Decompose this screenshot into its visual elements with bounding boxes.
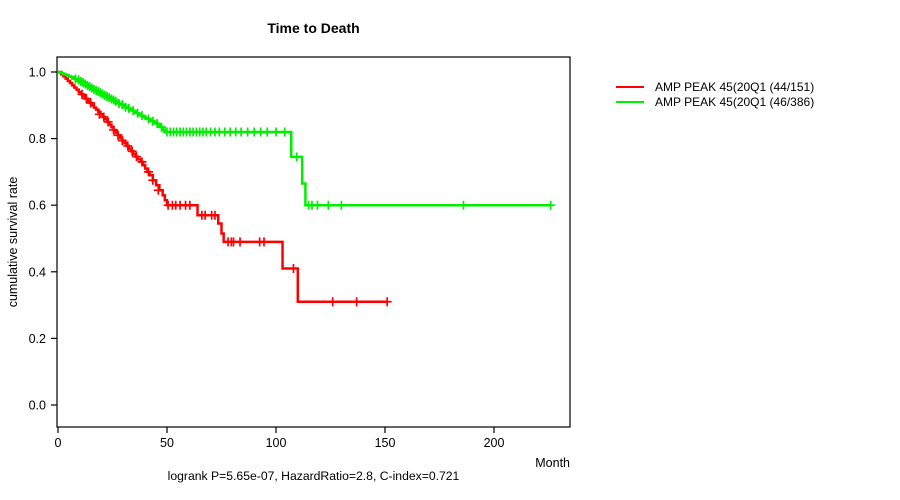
y-axis-title: cumulative survival rate <box>6 176 20 308</box>
x-tick-label: 100 <box>266 436 287 450</box>
legend-label-group1: AMP PEAK 45(20Q1 (44/151) <box>655 79 815 94</box>
y-tick-label: 0.2 <box>29 332 46 346</box>
stats-annotation: logrank P=5.65e-07, HazardRatio=2.8, C-i… <box>167 469 460 483</box>
y-tick-label: 0.6 <box>29 199 46 213</box>
censor-marks-group2 <box>70 74 556 210</box>
legend-row-group2: AMP PEAK 45(20Q1 (46/386) <box>616 94 814 109</box>
x-axis-title: Month <box>535 456 570 470</box>
legend-label-group2: AMP PEAK 45(20Q1 (46/386) <box>655 94 815 109</box>
x-tick-label: 150 <box>375 436 396 450</box>
survival-curve-group2 <box>58 70 551 207</box>
y-tick-label: 1.0 <box>29 66 46 80</box>
y-tick-label: 0.0 <box>29 399 46 413</box>
censor-marks-group1 <box>77 89 392 307</box>
plot-frame <box>56 56 571 428</box>
legend-line-swatch-red <box>616 85 644 88</box>
x-tick-label: 200 <box>484 436 505 450</box>
x-tick-label: 0 <box>55 436 62 450</box>
legend: AMP PEAK 45(20Q1 (44/151) AMP PEAK 45(20… <box>616 79 814 109</box>
survival-curve-group1 <box>58 70 388 304</box>
y-tick-label: 0.8 <box>29 132 46 146</box>
y-tick-label: 0.4 <box>29 265 46 279</box>
chart-title: Time to Death <box>267 20 360 36</box>
legend-row-group1: AMP PEAK 45(20Q1 (44/151) <box>616 79 814 94</box>
legend-line-swatch-green <box>616 100 644 103</box>
x-tick-label: 50 <box>160 436 174 450</box>
